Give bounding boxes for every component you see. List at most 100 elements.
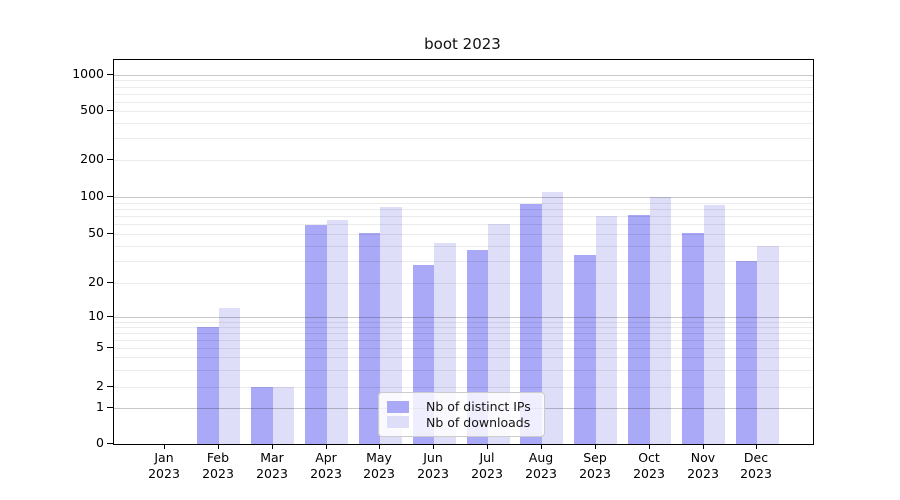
- month-label: Jul: [479, 450, 495, 465]
- year-label: 2023: [633, 466, 665, 481]
- year-label: 2023: [740, 466, 772, 481]
- legend-swatch-downloads: [387, 416, 409, 429]
- x-tick-label-jan: Jan 2023: [136, 450, 192, 482]
- y-tick-mark-2: [107, 386, 113, 387]
- month-label: Apr: [315, 450, 337, 465]
- bar-downloads-may: [380, 206, 402, 444]
- legend-label-distinct-ips: Nb of distinct IPs: [426, 399, 531, 415]
- year-label: 2023: [148, 466, 180, 481]
- x-tick-label-dec: Dec 2023: [728, 450, 784, 482]
- bar-distinct-ips-apr: [305, 225, 327, 444]
- x-tick-label-sep: Sep 2023: [567, 450, 623, 482]
- bar-downloads-feb: [218, 308, 241, 444]
- bar-downloads-apr: [326, 220, 349, 444]
- y-tick-label-1000: 1000: [72, 66, 104, 81]
- month-label: Sep: [583, 450, 607, 465]
- month-label: Oct: [638, 450, 660, 465]
- y-tick-mark-10: [107, 316, 113, 317]
- year-label: 2023: [417, 466, 449, 481]
- bar-distinct-ips-sep: [574, 254, 596, 444]
- y-tick-mark-200: [107, 159, 113, 160]
- bar-distinct-ips-aug: [520, 203, 542, 444]
- x-tick-mark-jun: [433, 444, 434, 449]
- x-tick-mark-jul: [487, 444, 488, 449]
- bar-distinct-ips-mar: [251, 387, 273, 444]
- x-tick-mark-sep: [595, 444, 596, 449]
- bar-distinct-ips-dec: [735, 261, 758, 444]
- y-tick-mark-0: [107, 443, 113, 444]
- x-tick-mark-dec: [756, 444, 757, 449]
- chart-title: boot 2023: [424, 35, 501, 53]
- y-tick-label-5: 5: [96, 339, 104, 354]
- x-tick-label-jul: Jul 2023: [459, 450, 515, 482]
- bar-downloads-oct: [649, 196, 672, 444]
- legend-swatch-distinct-ips: [387, 400, 409, 413]
- y-tick-mark-20: [107, 282, 113, 283]
- x-tick-mark-aug: [541, 444, 542, 449]
- legend-entry-downloads: Nb of downloads: [387, 415, 536, 431]
- x-tick-label-jun: Jun 2023: [405, 450, 461, 482]
- y-tick-mark-50: [107, 233, 113, 234]
- month-label: May: [366, 450, 392, 465]
- y-tick-label-10: 10: [88, 308, 104, 323]
- x-tick-mark-may: [379, 444, 380, 449]
- y-tick-label-200: 200: [80, 151, 104, 166]
- x-tick-label-feb: Feb 2023: [190, 450, 246, 482]
- y-tick-label-500: 500: [80, 102, 104, 117]
- y-tick-label-100: 100: [80, 188, 104, 203]
- legend-label-downloads: Nb of downloads: [426, 414, 531, 430]
- legend-entry-distinct-ips: Nb of distinct IPs: [387, 399, 536, 415]
- y-tick-mark-500: [107, 110, 113, 111]
- bar-downloads-jul: [488, 224, 510, 444]
- month-label: Feb: [206, 450, 230, 465]
- month-label: Nov: [690, 450, 716, 465]
- year-label: 2023: [579, 466, 611, 481]
- bars-layer: [114, 60, 813, 444]
- year-label: 2023: [525, 466, 557, 481]
- bar-distinct-ips-nov: [682, 232, 704, 444]
- year-label: 2023: [363, 466, 395, 481]
- y-tick-label-2: 2: [96, 378, 104, 393]
- bar-distinct-ips-may: [358, 232, 381, 444]
- y-tick-label-0: 0: [96, 435, 104, 450]
- month-label: Jun: [423, 450, 443, 465]
- x-tick-label-may: May 2023: [351, 450, 407, 482]
- x-tick-label-apr: Apr 2023: [298, 450, 354, 482]
- year-label: 2023: [310, 466, 342, 481]
- x-tick-label-oct: Oct 2023: [621, 450, 677, 482]
- legend: Nb of distinct IPs Nb of downloads: [378, 392, 545, 437]
- year-label: 2023: [256, 466, 288, 481]
- x-tick-label-mar: Mar 2023: [244, 450, 300, 482]
- x-tick-label-aug: Aug 2023: [513, 450, 569, 482]
- year-label: 2023: [202, 466, 234, 481]
- bar-downloads-mar: [272, 387, 295, 444]
- x-tick-mark-mar: [272, 444, 273, 449]
- y-tick-label-1: 1: [96, 399, 104, 414]
- x-tick-mark-jan: [164, 444, 165, 449]
- month-label: Dec: [743, 450, 769, 465]
- plot-area: [113, 59, 814, 445]
- y-tick-mark-1000: [107, 74, 113, 75]
- month-label: Aug: [528, 450, 554, 465]
- bar-downloads-nov: [703, 205, 725, 444]
- y-tick-mark-1: [107, 407, 113, 408]
- bar-distinct-ips-oct: [628, 215, 650, 444]
- y-tick-label-20: 20: [88, 274, 104, 289]
- year-label: 2023: [471, 466, 503, 481]
- x-tick-mark-oct: [649, 444, 650, 449]
- bar-downloads-dec: [757, 245, 779, 444]
- bar-distinct-ips-feb: [197, 327, 219, 444]
- x-tick-mark-feb: [218, 444, 219, 449]
- bar-downloads-aug: [541, 191, 564, 444]
- year-label: 2023: [687, 466, 719, 481]
- y-tick-label-50: 50: [88, 225, 104, 240]
- bar-downloads-sep: [595, 216, 618, 444]
- x-tick-label-nov: Nov 2023: [675, 450, 731, 482]
- month-label: Mar: [260, 450, 284, 465]
- x-tick-mark-apr: [326, 444, 327, 449]
- y-tick-mark-100: [107, 196, 113, 197]
- y-tick-mark-5: [107, 347, 113, 348]
- month-label: Jan: [154, 450, 174, 465]
- x-tick-mark-nov: [703, 444, 704, 449]
